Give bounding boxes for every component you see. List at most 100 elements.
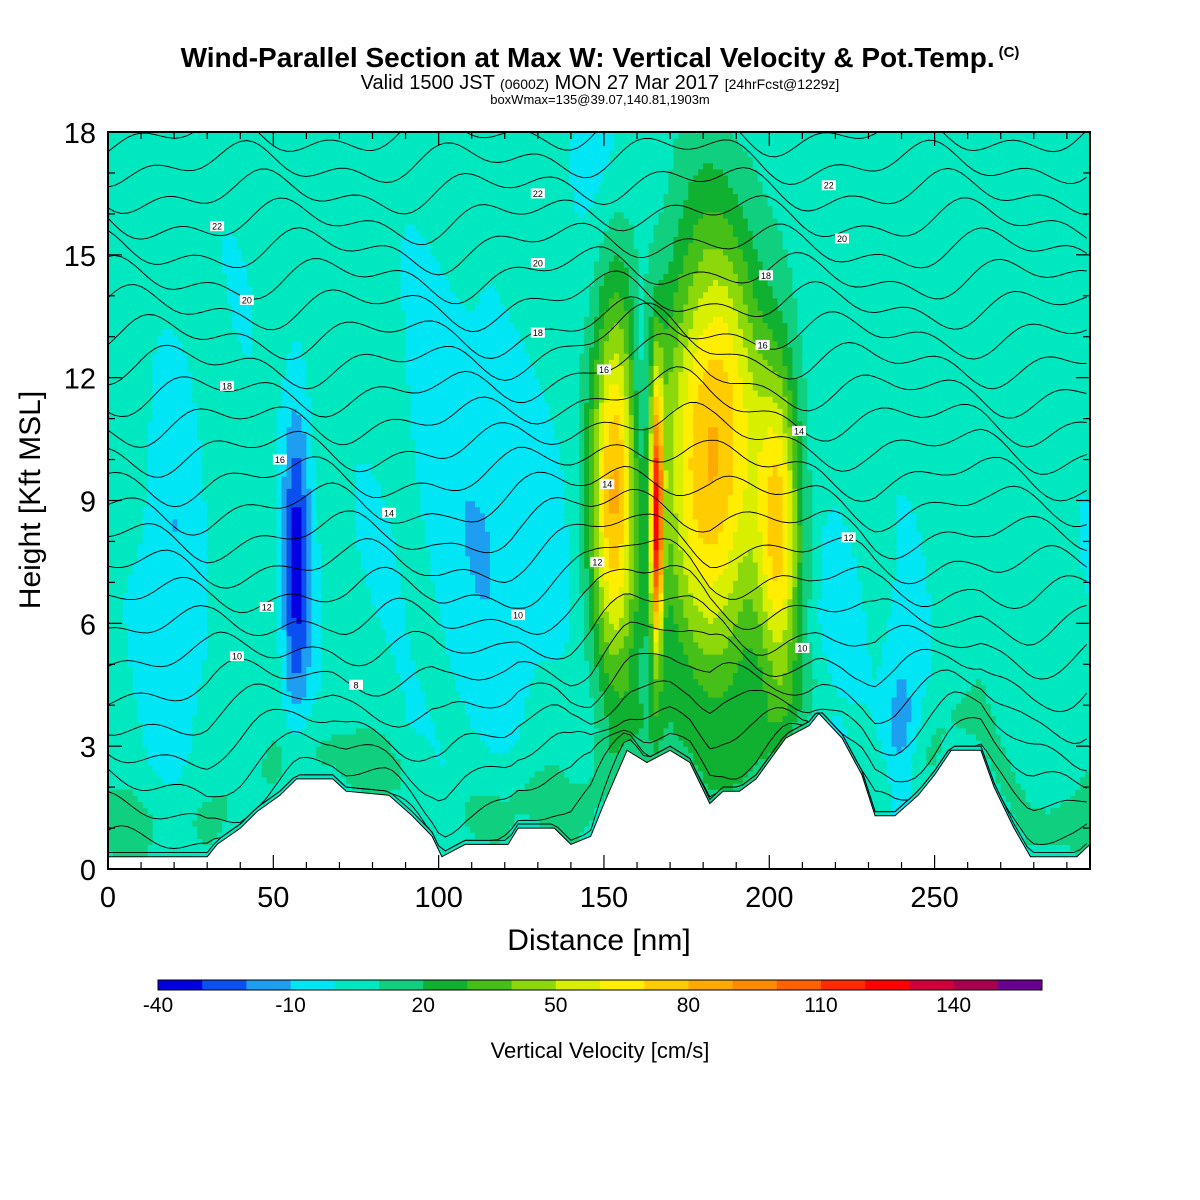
velocity-cell <box>241 377 248 385</box>
velocity-cell <box>112 721 119 729</box>
velocity-cell <box>152 561 159 569</box>
velocity-cell <box>266 451 273 459</box>
velocity-cell <box>251 420 258 428</box>
velocity-cell <box>236 187 243 195</box>
velocity-cell <box>246 193 253 201</box>
velocity-cell <box>236 574 243 581</box>
velocity-cell <box>132 193 139 201</box>
velocity-cell <box>137 568 144 575</box>
velocity-cell <box>227 254 233 262</box>
velocity-cell <box>286 697 293 704</box>
velocity-cell <box>256 236 263 244</box>
velocity-cell <box>251 224 258 231</box>
velocity-cell <box>246 224 253 231</box>
velocity-cell <box>197 383 203 391</box>
velocity-cell <box>276 273 283 280</box>
velocity-cell <box>306 549 312 557</box>
velocity-cell <box>281 666 288 674</box>
velocity-cell <box>167 819 174 827</box>
velocity-cell <box>112 525 119 532</box>
velocity-cell <box>117 132 124 139</box>
velocity-cell <box>197 647 203 655</box>
velocity-cell <box>271 770 278 778</box>
velocity-cell <box>127 604 134 612</box>
velocity-cell <box>306 555 312 563</box>
velocity-cell <box>177 439 183 446</box>
velocity-cell <box>207 316 213 323</box>
velocity-cell <box>197 303 203 311</box>
velocity-cell <box>261 512 268 520</box>
velocity-cell <box>167 297 174 305</box>
velocity-cell <box>306 709 312 717</box>
velocity-cell <box>202 334 208 342</box>
velocity-cell <box>207 697 213 704</box>
velocity-cell <box>177 224 183 231</box>
velocity-cell <box>236 488 243 495</box>
velocity-cell <box>172 371 179 379</box>
velocity-cell <box>207 746 213 753</box>
velocity-cell <box>182 420 188 428</box>
velocity-cell <box>296 678 303 686</box>
velocity-cell <box>241 193 248 201</box>
velocity-cell <box>241 795 248 803</box>
velocity-cell <box>132 506 139 514</box>
velocity-cell <box>207 132 213 139</box>
velocity-cell <box>227 371 233 379</box>
velocity-cell <box>276 746 283 753</box>
velocity-cell <box>157 291 164 299</box>
velocity-cell <box>132 451 139 459</box>
velocity-cell <box>271 746 278 753</box>
velocity-cell <box>276 193 283 201</box>
velocity-cell <box>276 518 283 526</box>
velocity-cell <box>251 592 258 600</box>
velocity-cell <box>286 279 293 287</box>
velocity-cell <box>132 832 139 839</box>
velocity-cell <box>182 426 188 434</box>
velocity-cell <box>301 488 307 495</box>
velocity-cell <box>162 684 169 692</box>
velocity-cell <box>157 672 164 680</box>
velocity-cell <box>261 371 268 379</box>
velocity-cell <box>271 518 278 526</box>
velocity-cell <box>197 475 203 483</box>
velocity-cell <box>246 426 253 434</box>
velocity-cell <box>301 340 307 348</box>
velocity-cell <box>157 709 164 717</box>
velocity-cell <box>271 574 278 581</box>
velocity-cell <box>192 242 198 250</box>
velocity-cell <box>217 494 223 502</box>
velocity-cell <box>217 420 223 428</box>
velocity-cell <box>222 322 228 330</box>
velocity-cell <box>222 439 228 446</box>
velocity-cell <box>212 432 218 440</box>
velocity-cell <box>266 752 273 760</box>
velocity-cell <box>217 248 223 256</box>
velocity-cell <box>137 641 144 649</box>
velocity-cell <box>142 641 149 649</box>
velocity-cell <box>187 770 193 778</box>
velocity-cell <box>311 500 317 508</box>
velocity-cell <box>127 297 134 305</box>
velocity-cell <box>182 174 188 182</box>
velocity-cell <box>162 150 169 158</box>
velocity-cell <box>127 647 134 655</box>
velocity-cell <box>291 242 298 250</box>
velocity-cell <box>197 525 203 532</box>
velocity-cell <box>197 322 203 330</box>
velocity-cell <box>152 654 159 661</box>
velocity-cell <box>217 463 223 471</box>
velocity-cell <box>157 414 164 422</box>
velocity-cell <box>192 525 198 532</box>
velocity-cell <box>132 629 139 637</box>
velocity-cell <box>256 439 263 446</box>
velocity-cell <box>157 303 164 311</box>
velocity-cell <box>291 764 298 772</box>
velocity-cell <box>212 457 218 465</box>
velocity-cell <box>306 291 312 299</box>
velocity-cell <box>261 285 268 293</box>
velocity-cell <box>281 617 288 624</box>
velocity-cell <box>256 555 263 563</box>
velocity-cell <box>236 340 243 348</box>
velocity-cell <box>132 764 139 772</box>
velocity-cell <box>241 690 248 698</box>
